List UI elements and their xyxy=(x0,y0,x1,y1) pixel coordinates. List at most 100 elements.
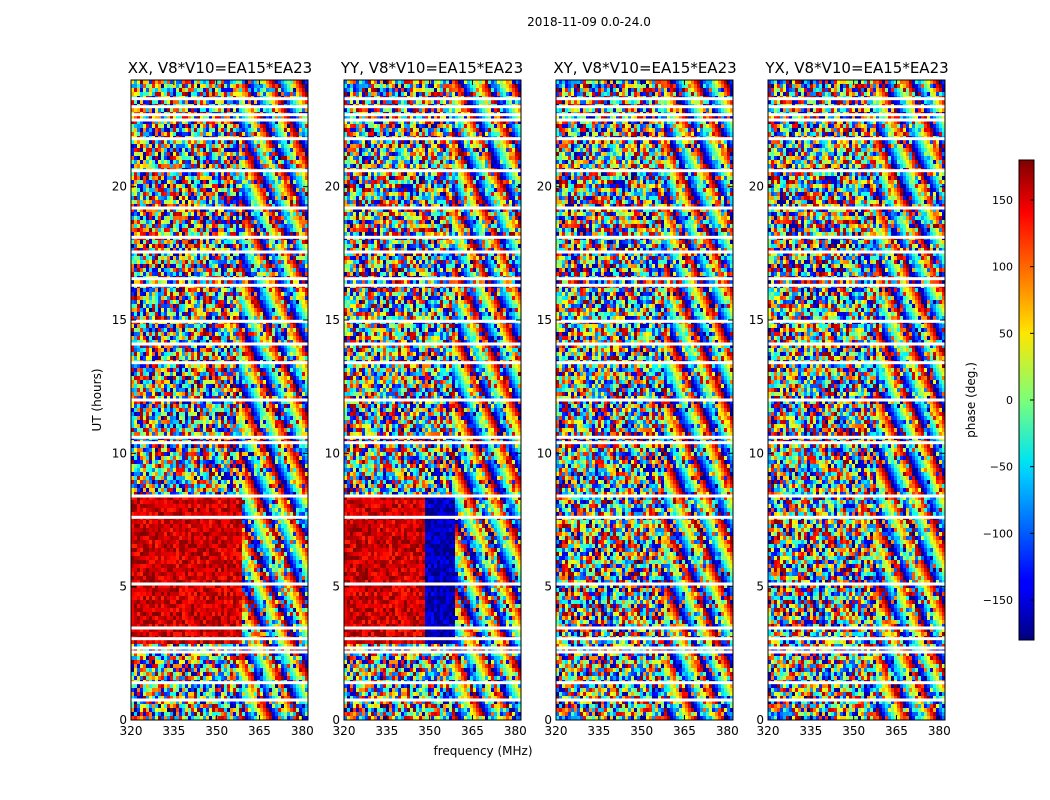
heatmap-cell xyxy=(272,228,276,233)
heatmap-cell xyxy=(272,116,276,121)
heatmap-cell xyxy=(254,216,258,221)
heatmap-cell xyxy=(296,308,300,313)
heatmap-cell xyxy=(137,188,141,193)
heatmap-cell xyxy=(209,312,213,317)
heatmap-cell xyxy=(203,288,207,293)
heatmap-cell xyxy=(206,268,210,273)
heatmap-cell xyxy=(221,184,225,189)
heatmap-cell xyxy=(281,124,285,129)
heatmap-cell xyxy=(284,140,288,145)
heatmap-cell xyxy=(221,244,225,249)
heatmap-cell xyxy=(269,220,273,225)
heatmap-cell xyxy=(233,368,237,373)
heatmap-cell xyxy=(218,316,222,321)
heatmap-cell xyxy=(269,124,273,129)
heatmap-cell xyxy=(191,88,195,93)
heatmap-cell xyxy=(245,364,249,369)
heatmap-cell xyxy=(224,184,228,189)
heatmap-cell xyxy=(206,308,210,313)
heatmap-cell xyxy=(248,144,252,149)
heatmap-cell xyxy=(245,296,249,301)
heatmap-cell xyxy=(248,216,252,221)
heatmap-cell xyxy=(170,128,174,133)
heatmap-cell xyxy=(236,200,240,205)
heatmap-cell xyxy=(245,120,249,125)
heatmap-cell xyxy=(146,120,150,125)
heatmap-cell xyxy=(281,256,285,261)
heatmap-cell xyxy=(158,200,162,205)
heatmap-cell xyxy=(227,416,231,421)
heatmap-cell xyxy=(281,308,285,313)
heatmap-cell xyxy=(293,328,297,333)
heatmap-cell xyxy=(227,380,231,385)
heatmap-cell xyxy=(203,108,207,113)
heatmap-cell xyxy=(221,408,225,413)
heatmap-cell xyxy=(284,272,288,277)
heatmap-cell xyxy=(209,392,213,397)
heatmap-cell xyxy=(272,324,276,329)
heatmap-cell xyxy=(206,372,210,377)
heatmap-cell xyxy=(209,192,213,197)
heatmap-cell xyxy=(131,352,135,357)
heatmap-cell xyxy=(290,172,294,177)
heatmap-cell xyxy=(146,384,150,389)
heatmap-cell xyxy=(206,332,210,337)
heatmap-cell xyxy=(134,268,138,273)
heatmap-cell xyxy=(134,216,138,221)
heatmap-cell xyxy=(248,260,252,265)
heatmap-cell xyxy=(176,376,180,381)
heatmap-cell xyxy=(158,224,162,229)
heatmap-cell xyxy=(218,124,222,129)
heatmap-cell xyxy=(293,256,297,261)
heatmap-cell xyxy=(134,208,138,213)
heatmap-cell xyxy=(302,156,306,161)
heatmap-cell xyxy=(278,380,282,385)
heatmap-cell xyxy=(200,292,204,297)
heatmap-cell xyxy=(191,132,195,137)
heatmap-cell xyxy=(173,272,177,277)
heatmap-cell xyxy=(194,124,198,129)
heatmap-cell xyxy=(233,376,237,381)
heatmap-cell xyxy=(185,364,189,369)
heatmap-cell xyxy=(296,244,300,249)
heatmap-cell xyxy=(134,368,138,373)
heatmap-cell xyxy=(200,92,204,97)
heatmap-cell xyxy=(230,248,234,253)
heatmap-cell xyxy=(233,124,237,129)
heatmap-cell xyxy=(239,88,243,93)
heatmap-cell xyxy=(221,324,225,329)
heatmap-cell xyxy=(251,312,255,317)
heatmap-cell xyxy=(242,244,246,249)
heatmap-cell xyxy=(152,228,156,233)
heatmap-cell xyxy=(188,272,192,277)
heatmap-cell xyxy=(245,200,249,205)
heatmap-cell xyxy=(251,316,255,321)
heatmap-cell xyxy=(251,336,255,341)
heatmap-cell xyxy=(179,192,183,197)
heatmap-cell xyxy=(137,88,141,93)
heatmap-cell xyxy=(269,412,273,417)
heatmap-cell xyxy=(299,344,303,349)
heatmap-cell xyxy=(290,124,294,129)
heatmap-cell xyxy=(188,280,192,285)
heatmap-cell xyxy=(209,116,213,121)
heatmap-cell xyxy=(269,348,273,353)
heatmap-cell xyxy=(263,148,267,153)
heatmap-cell xyxy=(140,200,144,205)
heatmap-cell xyxy=(272,364,276,369)
heatmap-cell xyxy=(305,288,309,293)
heatmap-cell xyxy=(179,292,183,297)
heatmap-cell xyxy=(131,128,135,133)
heatmap-cell xyxy=(260,100,264,105)
heatmap-cell xyxy=(239,312,243,317)
heatmap-cell xyxy=(278,160,282,165)
heatmap-cell xyxy=(299,116,303,121)
heatmap-cell xyxy=(161,156,165,161)
heatmap-cell xyxy=(218,344,222,349)
heatmap-cell xyxy=(155,380,159,385)
heatmap-cell xyxy=(302,84,306,89)
heatmap-cell xyxy=(158,108,162,113)
heatmap-cell xyxy=(242,324,246,329)
heatmap-cell xyxy=(260,128,264,133)
heatmap-cell xyxy=(170,184,174,189)
